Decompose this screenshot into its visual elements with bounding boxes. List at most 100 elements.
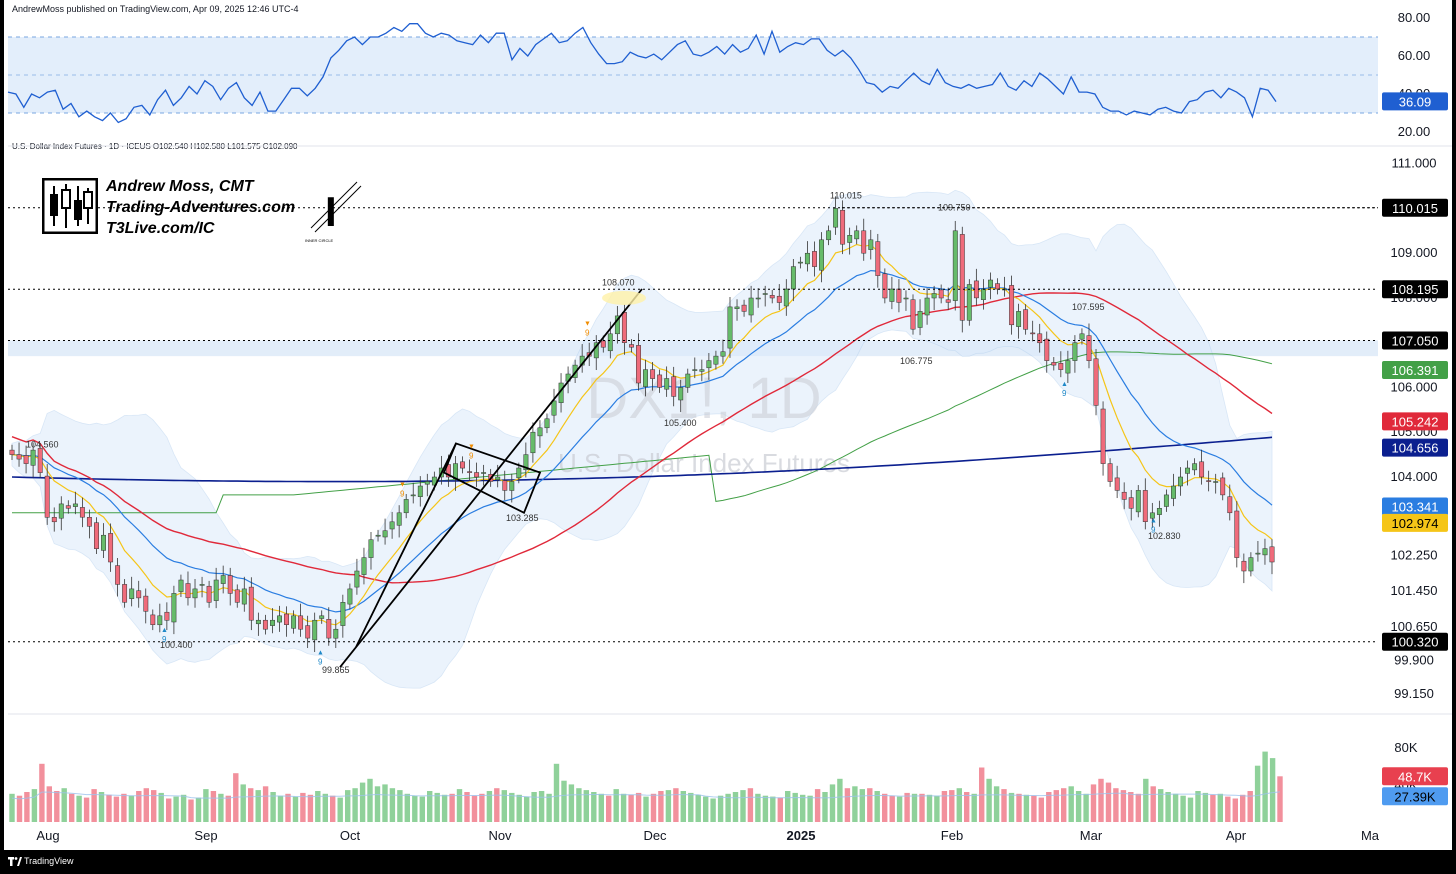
volume-bar	[427, 791, 433, 822]
candle-body	[368, 539, 374, 558]
volume-bar	[971, 793, 977, 822]
volume-bar	[807, 795, 813, 822]
volume-bar	[1277, 776, 1283, 822]
ma-price-tag-bg	[1382, 497, 1448, 516]
price-axis-tick: 99.150	[1394, 686, 1434, 701]
rsi-line	[7, 23, 1277, 124]
volume-bar	[762, 795, 769, 822]
volume-bar	[628, 794, 634, 822]
candle-body	[1016, 311, 1022, 327]
chart-svg: DX1!, 1D U.S. Dollar Index Futures 111.000…	[7, 10, 1452, 843]
volume-bar	[538, 791, 545, 822]
volume-bar	[1068, 786, 1074, 822]
volume-bar	[1158, 789, 1164, 822]
time-axis-label: Mar	[1080, 828, 1103, 843]
volume-bar	[531, 792, 537, 822]
candle-body	[86, 517, 92, 527]
candle-body	[755, 297, 761, 300]
candle-body	[361, 557, 367, 575]
candle-body	[819, 239, 824, 271]
price-axis-tick: 111.000	[1391, 156, 1436, 171]
publish-header: AndrewMoss published on TradingView.com,…	[12, 4, 299, 14]
volume-bar	[330, 795, 336, 822]
candle-body	[1051, 362, 1057, 366]
volume-bar	[867, 788, 873, 822]
volume-bar	[69, 793, 75, 822]
volume-bar	[1001, 789, 1007, 822]
candle-body	[995, 283, 1000, 290]
volume-bar	[345, 790, 351, 822]
volume-bar	[606, 795, 612, 822]
candle-body	[516, 467, 522, 479]
price-axis-tick: 99.900	[1394, 653, 1434, 668]
candle-body	[115, 565, 121, 585]
candle-body	[502, 480, 508, 491]
time-axis-label: Sep	[194, 828, 217, 843]
volume-bar	[367, 778, 373, 822]
candle-body	[1086, 335, 1092, 361]
volume-bar	[620, 793, 627, 822]
candle-body	[910, 299, 916, 330]
volume-bar	[1254, 765, 1261, 822]
ma-price-tag-bg	[1382, 513, 1448, 532]
candle-body	[481, 472, 487, 474]
volume-bar	[188, 799, 194, 822]
pivot-annotation: 100.400	[160, 640, 193, 650]
candle-body	[664, 378, 670, 390]
candle-body	[762, 293, 768, 295]
volume-bar	[166, 798, 172, 822]
volume-bar	[315, 791, 321, 822]
td9-arrow-icon: ▼	[584, 321, 591, 328]
volume-bar	[121, 793, 127, 822]
time-axis-label: Feb	[941, 828, 963, 843]
candle-body	[720, 351, 726, 357]
volume-bar	[613, 789, 619, 822]
candle-body	[178, 579, 184, 592]
candle-body	[403, 499, 409, 514]
volume-bar	[54, 791, 60, 822]
candle-body	[959, 234, 965, 321]
branding-text: Andrew Moss, CMT Trading-Adventures.com …	[106, 176, 295, 239]
branding-name: Andrew Moss, CMT	[106, 178, 254, 195]
candle-body	[657, 374, 663, 388]
volume-bar	[397, 790, 403, 822]
candle-body	[248, 586, 254, 621]
level-price-tag-bg	[1382, 198, 1448, 217]
volume-bar	[1038, 797, 1044, 822]
td9-marker: 9	[585, 329, 590, 338]
candle-body	[1149, 512, 1155, 519]
volume-bar	[1046, 792, 1052, 822]
volume-bar	[106, 794, 112, 822]
candle-body	[136, 590, 142, 599]
candle-body	[1171, 485, 1176, 499]
level-price-tag: 107.050	[1392, 333, 1439, 348]
volume-bar	[1225, 796, 1231, 822]
volume-bar	[717, 795, 724, 822]
watermark-ticker: DX1!, 1D	[586, 366, 821, 431]
candle-body	[129, 588, 135, 599]
volume-bar	[128, 795, 135, 822]
volume-bar	[568, 784, 575, 822]
volume-bar	[277, 795, 284, 822]
candle-body	[185, 583, 191, 599]
volume-bar	[195, 797, 202, 822]
volume-bar	[703, 796, 709, 822]
volume-bar	[1150, 786, 1156, 822]
td9-arrow-icon: ▲	[1061, 381, 1068, 388]
candle-body	[650, 369, 656, 379]
candle-body	[861, 230, 867, 254]
candle-body	[551, 400, 557, 416]
candle-body	[424, 481, 430, 485]
volume-bar	[441, 794, 448, 822]
candle-body	[1262, 548, 1268, 556]
candle-body	[741, 304, 747, 312]
volume-bar	[956, 788, 962, 822]
volume-bar	[882, 793, 888, 822]
volume-bar	[1120, 790, 1127, 822]
volume-bar	[964, 792, 970, 822]
volume-bar	[911, 793, 918, 822]
volume-bar	[822, 792, 828, 822]
volume-bar	[688, 792, 694, 822]
rsi-band	[8, 37, 1378, 113]
candle-body	[1135, 490, 1141, 513]
